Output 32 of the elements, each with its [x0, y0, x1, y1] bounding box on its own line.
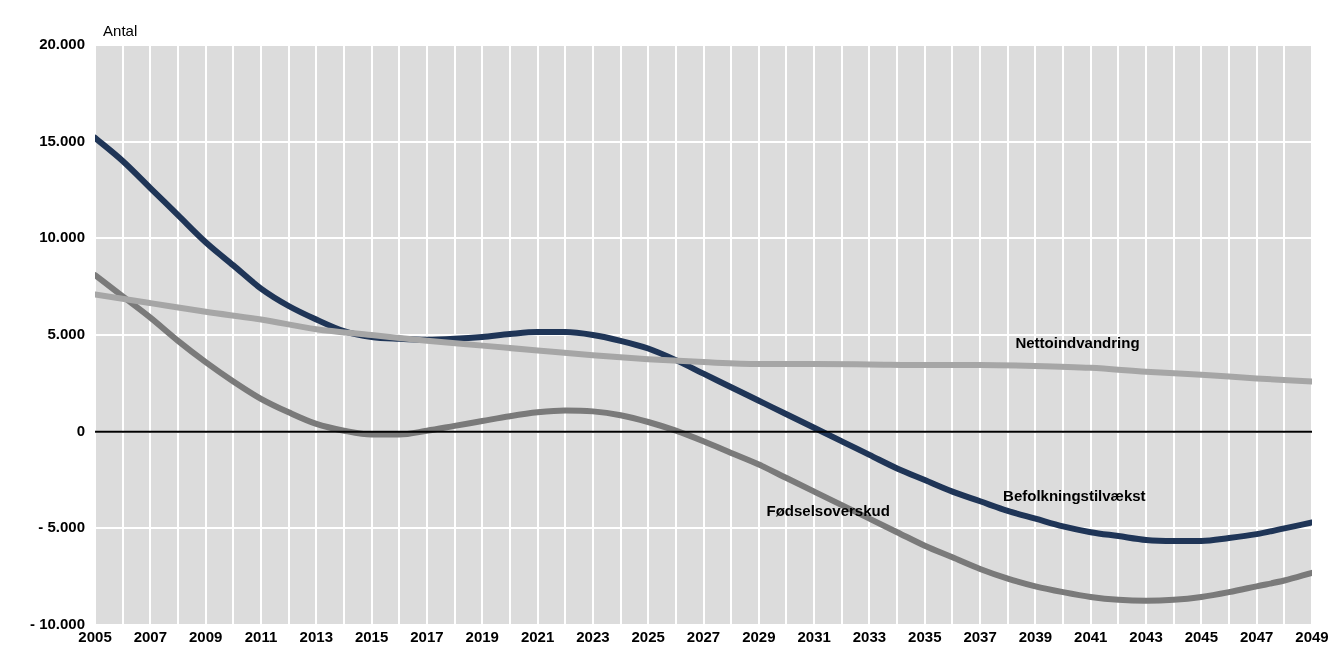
x-tick-label: 2013 [299, 628, 333, 646]
y-tick-label: 10.000 [39, 228, 86, 246]
series-label: Fødselsoverskud [766, 502, 890, 520]
x-tick-label: 2009 [188, 628, 223, 646]
y-tick-label: - 5.000 [38, 518, 86, 536]
y-tick-label: 15.000 [39, 131, 86, 149]
y-tick-label: 20.000 [39, 35, 86, 53]
x-tick-label: 2031 [797, 628, 831, 646]
y-tick-label: 5.000 [47, 325, 86, 343]
series-label: Befolkningstilvækst [1003, 486, 1146, 504]
x-tick-label: 2021 [520, 628, 555, 646]
y-tick-label: 0 [76, 421, 86, 439]
x-tick-label: 2011 [244, 628, 278, 646]
x-tick-label: 2037 [963, 628, 997, 646]
x-tick-label: 2025 [631, 628, 665, 646]
x-tick-label: 2047 [1240, 628, 1274, 646]
x-tick-label: 2045 [1184, 628, 1219, 646]
x-tick-label: 2043 [1129, 628, 1163, 646]
x-tick-label: 2039 [1018, 628, 1053, 646]
x-tick-label: 2033 [852, 628, 887, 646]
x-tick-label: 2017 [410, 628, 444, 646]
x-tick-label: 2023 [576, 628, 610, 646]
y-axis-title: Antal [103, 21, 138, 39]
x-tick-label: 2029 [742, 628, 776, 646]
x-tick-label: 2007 [133, 628, 168, 646]
series-label: Nettoindvandring [1015, 334, 1140, 352]
x-tick-label: 2015 [354, 628, 389, 646]
x-tick-label: 2049 [1295, 628, 1329, 646]
x-tick-label: 2027 [686, 628, 721, 646]
x-tick-label: 2035 [908, 628, 942, 646]
x-tick-label: 2041 [1074, 628, 1108, 646]
x-tick-label: 2019 [465, 628, 499, 646]
